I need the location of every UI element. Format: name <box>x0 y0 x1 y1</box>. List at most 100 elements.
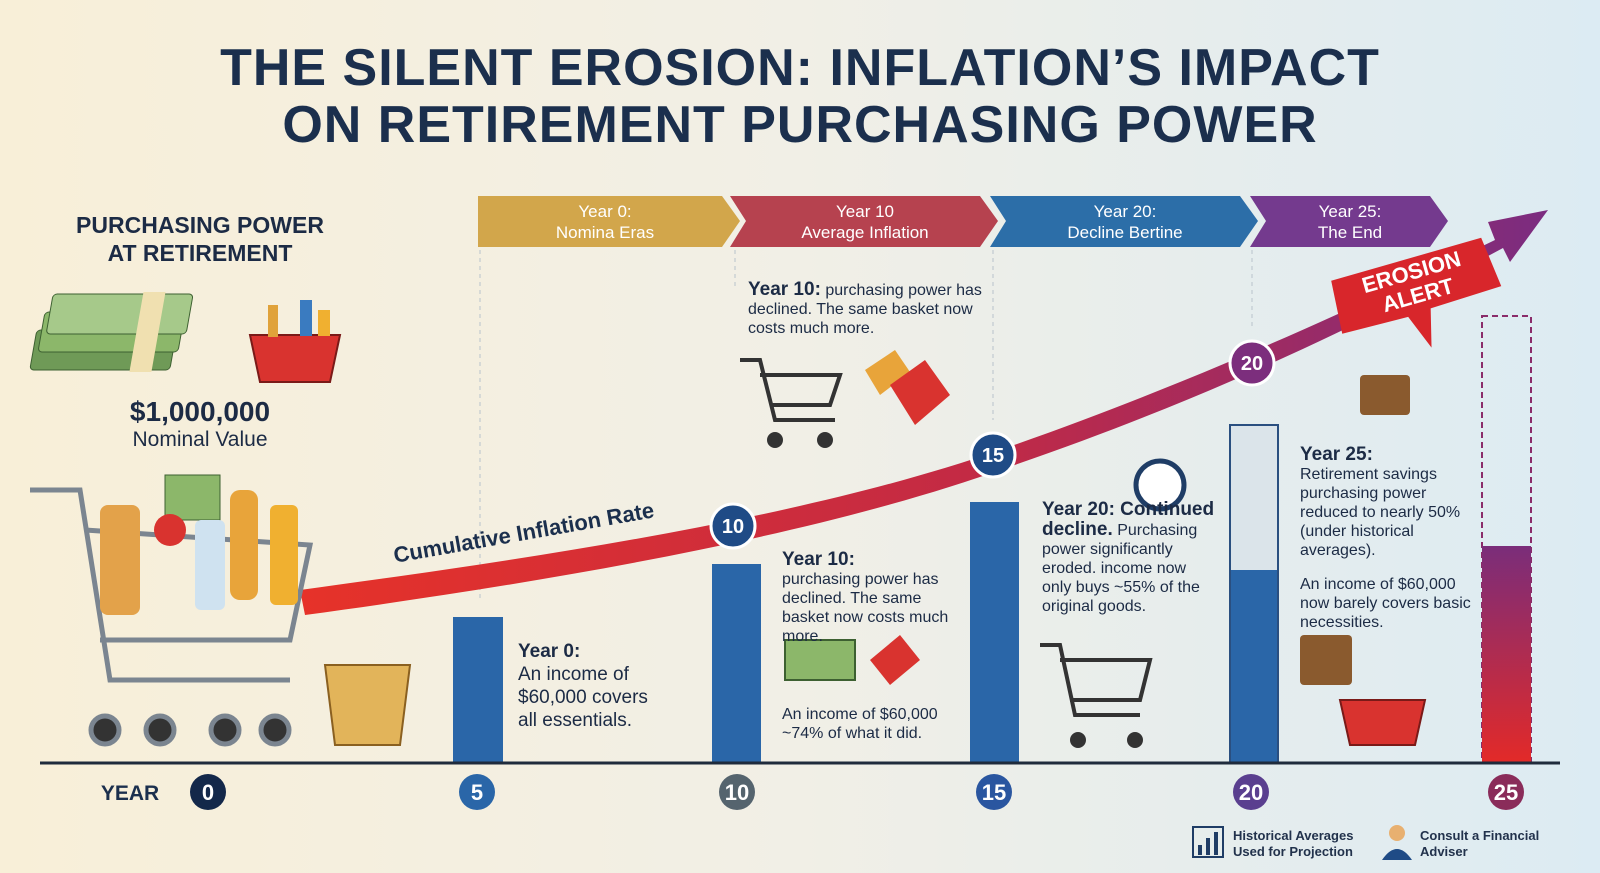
decor-circle <box>459 774 495 810</box>
decor-circle <box>154 514 186 546</box>
decor-circle <box>208 713 242 747</box>
decor-rect <box>318 310 330 336</box>
phase-label: Decline Bertine <box>1067 223 1182 242</box>
decor-path <box>248 334 342 383</box>
decor-rect <box>1192 826 1224 858</box>
timeline-year: 15 <box>982 780 1006 805</box>
decor-rect <box>270 505 298 605</box>
note-text: Purchasing power significantly eroded. i… <box>1042 522 1200 615</box>
curve-marker-label: 15 <box>982 445 1004 467</box>
decor-circle <box>1070 732 1086 748</box>
left-heading: PURCHASING POWER <box>76 212 324 238</box>
note-text: purchasing power has declined. The same … <box>782 571 949 645</box>
decor-path <box>1338 699 1427 746</box>
phase-label: The End <box>1318 223 1382 242</box>
amount-label: Nominal Value <box>132 428 268 451</box>
note: Year 20: Continued decline. Purchasing p… <box>1042 500 1217 616</box>
decor-rect <box>300 300 312 336</box>
decor-polygon <box>890 360 950 425</box>
decor-rect <box>46 293 194 335</box>
decor-rect <box>1360 375 1410 415</box>
decor-path <box>1382 849 1412 860</box>
note-lead: Year 25: <box>1300 444 1373 465</box>
decor-rect <box>1206 838 1210 855</box>
decor-circle <box>767 432 783 448</box>
price-tags <box>784 350 1410 685</box>
title: THE SILENT EROSION: INFLATION’S IMPACT <box>220 39 1380 97</box>
decor-path <box>30 487 290 683</box>
note: Year 10: purchasing power has declined. … <box>748 280 993 338</box>
note-lead: Year 0: <box>518 641 581 662</box>
note-lead: Year 10: <box>782 549 855 570</box>
amount: $1,000,000 <box>129 396 271 427</box>
decor-circle <box>190 774 226 810</box>
curve-marker <box>969 431 1017 479</box>
money-icon <box>29 292 194 372</box>
decor-polygon <box>865 350 910 395</box>
note-text: Retirement savings purchasing power redu… <box>1300 466 1461 559</box>
timeline-dots <box>190 774 1524 810</box>
decor-rect <box>129 292 166 372</box>
decor-circle <box>88 713 122 747</box>
decor-rect <box>164 474 221 521</box>
decor-rect <box>784 639 856 681</box>
decor-circle <box>143 713 177 747</box>
decor-path <box>1331 237 1502 348</box>
footer-icons <box>1192 825 1412 860</box>
note-lead: Year 20: Continued decline. <box>1042 499 1215 540</box>
curve-marker <box>709 502 757 550</box>
decor-circle <box>1133 458 1187 512</box>
bar <box>1482 546 1531 763</box>
decor-circle <box>1488 774 1524 810</box>
decor-g: Year 0: Nomina Eras Year 10 Average Infl… <box>556 202 1382 242</box>
curve-marker-label: 20 <box>1241 353 1263 375</box>
phase-arrow <box>1250 196 1448 247</box>
timeline-year: 0 <box>202 780 214 805</box>
footer-note: Consult a Financial Adviser <box>1420 828 1540 859</box>
phase-arrow <box>478 196 740 247</box>
timeline-label: YEAR <box>101 782 159 805</box>
phase-label: Year 0: <box>578 202 631 221</box>
phase-label: Year 20: <box>1094 202 1157 221</box>
decor-circle <box>1233 774 1269 810</box>
timeline-year: 10 <box>725 780 749 805</box>
decor-circle <box>1127 732 1143 748</box>
bar <box>1231 570 1277 763</box>
basket-icon <box>248 300 1427 746</box>
left-heading: AT RETIREMENT <box>107 240 293 266</box>
timeline-year: 5 <box>471 780 483 805</box>
decor-g: 0 5 10 15 20 25 <box>202 780 1518 805</box>
phase-arrow <box>730 196 998 247</box>
decor-g: 10 15 20 <box>722 353 1263 538</box>
groceries <box>100 474 298 615</box>
decor-path <box>1040 643 1140 717</box>
cart-icon <box>30 487 314 747</box>
note: Year 10: purchasing power has declined. … <box>782 550 967 646</box>
inflation-curve <box>300 210 1548 615</box>
decor-path <box>740 358 835 422</box>
decor-circle <box>817 432 833 448</box>
decor-circle <box>1389 825 1405 841</box>
title: ON RETIREMENT PURCHASING POWER <box>282 96 1318 154</box>
decor-rect <box>268 305 278 337</box>
decor-rect <box>195 520 225 610</box>
phase-label: Nomina Eras <box>556 223 654 242</box>
decor-rect <box>1198 845 1202 855</box>
bar <box>453 617 503 763</box>
decor-polygon <box>870 635 920 685</box>
phase-label: Average Inflation <box>801 223 928 242</box>
phase-label: Year 25: <box>1319 202 1382 221</box>
decor-path <box>760 373 843 407</box>
decor-rect <box>1300 635 1352 685</box>
decor-rect <box>230 490 258 600</box>
note: An income of $60,000 now barely covers b… <box>1300 576 1471 631</box>
decor-circle <box>258 713 292 747</box>
decor-circle <box>719 774 755 810</box>
timeline-year: 20 <box>1239 780 1263 805</box>
bar <box>712 564 761 763</box>
note-text: An income of $60,000 covers all essentia… <box>518 664 648 731</box>
dividers <box>479 250 1253 600</box>
timeline-year: 25 <box>1494 780 1518 805</box>
